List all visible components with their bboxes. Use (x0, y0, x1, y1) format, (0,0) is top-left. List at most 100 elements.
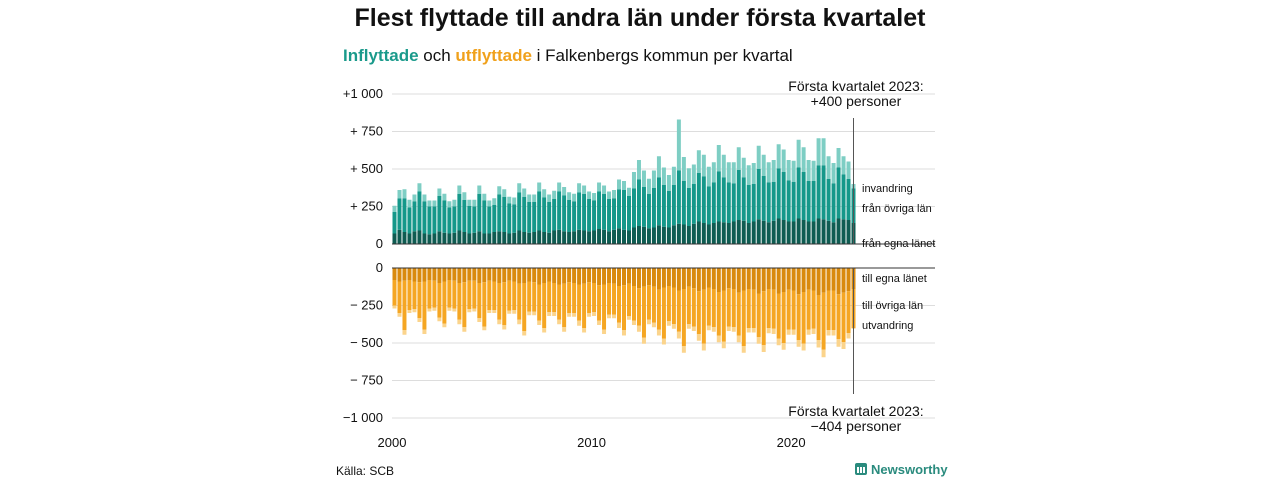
ytick-top-label: 0 (376, 236, 383, 251)
bar-inflyttade (397, 229, 402, 244)
bar-utflyttade (517, 319, 522, 325)
bar-inflyttade (821, 165, 826, 220)
axes (392, 118, 935, 394)
bar-inflyttade (477, 193, 482, 232)
bar-utflyttade (492, 310, 497, 313)
bar-utflyttade (572, 268, 577, 283)
bar-utflyttade (701, 343, 706, 351)
bar-utflyttade (741, 346, 746, 353)
bar-utflyttade (831, 290, 836, 331)
bar-inflyttade (517, 192, 522, 231)
bar-utflyttade (821, 349, 826, 358)
bar-utflyttade (527, 311, 532, 316)
bar-utflyttade (816, 340, 821, 348)
bar-utflyttade (567, 268, 572, 283)
bar-inflyttade (452, 206, 457, 233)
bar-inflyttade (457, 193, 462, 231)
bar-inflyttade (522, 232, 527, 244)
bar-utflyttade (592, 268, 597, 283)
bar-utflyttade (651, 286, 656, 323)
bar-utflyttade (846, 333, 851, 339)
bar-inflyttade (796, 218, 801, 244)
bar-inflyttade (781, 220, 786, 244)
bar-utflyttade (492, 268, 497, 282)
bar-inflyttade (437, 196, 442, 232)
bar-utflyttade (666, 286, 671, 322)
source-note: Källa: SCB (336, 464, 395, 478)
bar-inflyttade (791, 181, 796, 222)
bar-utflyttade (507, 268, 512, 281)
newsworthy-logo: Newsworthy (855, 462, 948, 477)
bar-inflyttade (462, 232, 467, 244)
bar-utflyttade (766, 268, 771, 289)
bar-utflyttade (716, 335, 721, 343)
bars (392, 119, 856, 358)
bar-inflyttade (646, 193, 651, 229)
bar-utflyttade (522, 268, 527, 283)
bar-utflyttade (761, 291, 766, 346)
bar-utflyttade (612, 268, 617, 284)
bar-inflyttade (392, 233, 397, 244)
bar-utflyttade (557, 268, 562, 285)
bar-utflyttade (811, 268, 816, 291)
bar-utflyttade (437, 317, 442, 322)
bar-utflyttade (432, 280, 437, 308)
bar-utflyttade (477, 283, 482, 319)
bar-inflyttade (412, 194, 417, 202)
ytick-top-label: +1 000 (343, 86, 383, 101)
bar-inflyttade (467, 233, 472, 244)
bar-utflyttade (771, 268, 776, 290)
bar-utflyttade (686, 286, 691, 325)
bar-inflyttade (631, 172, 636, 189)
labels: +1 000 + 750 + 500 + 250 0 0 − 250 − 500 − 750 −1… (343, 78, 936, 450)
bar-utflyttade (397, 268, 402, 282)
bar-inflyttade (816, 218, 821, 244)
bar-utflyttade (731, 268, 736, 289)
bar-utflyttade (482, 282, 487, 327)
bar-inflyttade (641, 170, 646, 187)
bar-inflyttade (791, 160, 796, 182)
series-label: utvandring (862, 320, 913, 332)
bar-inflyttade (686, 168, 691, 188)
bar-utflyttade (796, 294, 801, 340)
bar-inflyttade (716, 145, 721, 172)
bar-utflyttade (432, 307, 437, 311)
series-label: från övriga län (862, 203, 932, 215)
bar-inflyttade (706, 186, 711, 225)
bar-inflyttade (691, 223, 696, 244)
bar-inflyttade (417, 191, 422, 231)
bar-utflyttade (681, 289, 686, 346)
bar-inflyttade (527, 194, 532, 202)
bar-utflyttade (487, 268, 492, 281)
bar-utflyttade (806, 268, 811, 290)
bar-utflyttade (427, 268, 432, 280)
bar-inflyttade (602, 185, 607, 194)
bar-inflyttade (542, 197, 547, 232)
bar-inflyttade (756, 219, 761, 244)
bar-inflyttade (766, 162, 771, 183)
bar-utflyttade (457, 283, 462, 320)
bar-inflyttade (557, 191, 562, 230)
bar-inflyttade (462, 192, 467, 200)
ytick-top-label: + 500 (350, 161, 383, 176)
bar-inflyttade (467, 199, 472, 206)
bar-inflyttade (746, 184, 751, 223)
bar-utflyttade (846, 291, 851, 334)
bar-utflyttade (617, 286, 622, 323)
bar-utflyttade (671, 268, 676, 288)
bar-utflyttade (746, 289, 751, 328)
bar-utflyttade (631, 268, 636, 286)
bar-inflyttade (527, 232, 532, 244)
bar-utflyttade (826, 268, 831, 291)
bar-utflyttade (696, 334, 701, 341)
bar-utflyttade (821, 268, 826, 293)
bar-utflyttade (527, 281, 532, 312)
bar-utflyttade (452, 308, 457, 312)
bar-inflyttade (507, 233, 512, 244)
bar-utflyttade (676, 331, 681, 339)
bar-utflyttade (582, 328, 587, 333)
bar-utflyttade (622, 268, 626, 286)
bar-inflyttade (831, 222, 836, 244)
bar-utflyttade (462, 268, 467, 283)
bar-utflyttade (577, 284, 582, 321)
